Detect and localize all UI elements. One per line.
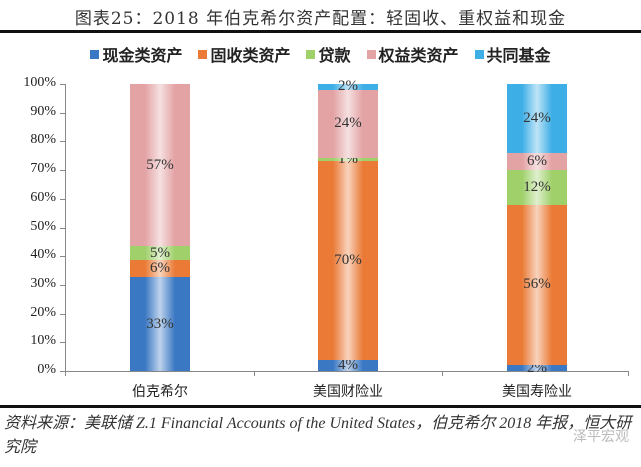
y-tick (60, 170, 65, 172)
y-tick-label: 60% (30, 189, 56, 205)
bar-segment: 6% (507, 152, 567, 171)
source-note: 资料来源：美联储 Z.1 Financial Accounts of the U… (4, 415, 632, 456)
legend-item-fixed-income: 固收类资产 (198, 42, 290, 66)
legend-item-mutual-funds: 共同基金 (474, 42, 551, 66)
legend-swatch-icon (366, 49, 376, 59)
y-tick (60, 84, 65, 85)
segment-label: 6% (527, 153, 547, 169)
y-tick-label: 100% (23, 75, 56, 90)
x-tick (628, 371, 629, 376)
legend-label: 固收类资产 (210, 46, 291, 65)
segment-label: 24% (523, 109, 551, 126)
segment-label: 5% (150, 244, 170, 261)
y-tick (60, 371, 65, 372)
bar-segment: 12% (507, 170, 567, 205)
bar-segment: 2% (507, 360, 567, 375)
bar-segment: 56% (507, 204, 567, 366)
y-tick-label: 20% (30, 304, 56, 320)
segment-label: 70% (334, 251, 362, 268)
stacked-bar: 33% 6% 5% 57% (130, 84, 190, 371)
legend-label: 共同基金 (486, 46, 551, 65)
segment-label: 6% (150, 260, 170, 277)
bar-segment: 57% (130, 84, 190, 246)
top-rule (0, 30, 641, 33)
stacked-bar: 2% 56% 12% 6% 24% (507, 84, 567, 375)
y-tick-label: 90% (30, 103, 56, 119)
bar-segment: 2% (318, 79, 378, 94)
x-label-berkshire: 伯克希尔 (132, 384, 188, 400)
x-label-pc-insurance: 美国财险业 (313, 384, 383, 400)
legend-label: 贷款 (318, 46, 351, 65)
y-tick-label: 70% (30, 161, 56, 177)
legend-item-cash: 现金类资产 (90, 42, 182, 66)
y-axis (65, 84, 66, 372)
y-tick (60, 112, 65, 114)
legend-item-equity: 权益类资产 (366, 42, 459, 66)
bar-segment: 70% (318, 160, 378, 360)
legend-label: 权益类资产 (378, 46, 459, 65)
x-label-life-insurance: 美国寿险业 (502, 384, 572, 400)
legend-swatch-icon (474, 49, 484, 59)
x-tick (254, 371, 255, 376)
legend-item-loans: 贷款 (306, 42, 351, 66)
segment-label: 4% (338, 356, 358, 373)
y-tick-label: 30% (30, 275, 56, 291)
y-tick-label: 0% (37, 362, 56, 377)
y-tick (60, 198, 65, 200)
y-tick (60, 342, 65, 344)
watermark: 泽平宏观 (573, 429, 629, 445)
y-tick-label: 50% (30, 218, 56, 234)
legend-swatch-icon (198, 49, 208, 59)
legend-swatch-icon (90, 49, 100, 59)
x-tick (65, 371, 66, 376)
segment-label: 56% (523, 276, 551, 293)
legend-swatch-icon (306, 49, 316, 59)
segment-label: 12% (523, 178, 551, 195)
y-tick-label: 80% (30, 132, 56, 148)
bottom-rule (0, 405, 641, 408)
segment-label: 24% (334, 115, 362, 132)
stacked-bar: 4% 70% 1% 24% 2% (318, 79, 378, 373)
bar-segment: 5% (130, 244, 190, 261)
y-tick (60, 284, 65, 286)
bar-segment: 1% (318, 151, 378, 166)
y-tick (60, 141, 65, 143)
segment-label: 57% (146, 156, 174, 173)
segment-label: 2% (338, 78, 358, 95)
y-tick (60, 313, 65, 315)
y-tick-label: 10% (30, 333, 56, 349)
legend-label: 现金类资产 (102, 46, 183, 65)
segment-label: 33% (146, 315, 174, 332)
y-tick-label: 40% (30, 247, 56, 263)
x-tick (442, 371, 443, 376)
bar-segment: 24% (318, 89, 378, 158)
bar-segment: 24% (507, 84, 567, 153)
y-tick (60, 256, 65, 258)
chart-title: 图表25：2018 年伯克希尔资产配置：轻固收、重权益和现金 (74, 9, 567, 29)
bar-segment: 4% (318, 356, 378, 373)
x-axis (65, 371, 629, 372)
bar-segment: 6% (130, 260, 190, 278)
legend: 现金类资产 固收类资产 贷款 权益类资产 共同基金 (0, 42, 641, 66)
bar-segment: 33% (130, 277, 190, 371)
y-tick (60, 227, 65, 229)
